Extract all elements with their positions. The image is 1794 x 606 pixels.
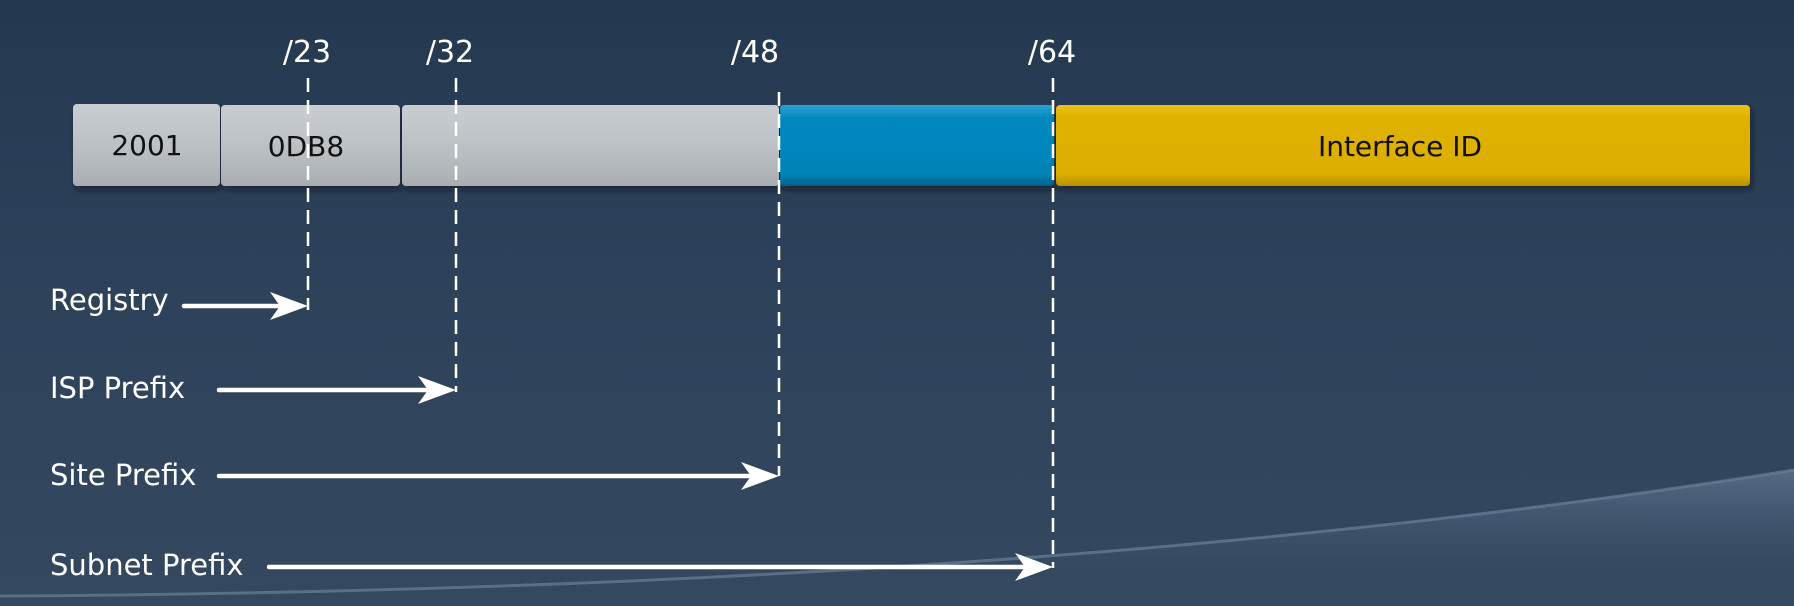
- segment-2001: [73, 104, 220, 186]
- segment-interface-id: [1056, 105, 1750, 186]
- segment-0db8-label: 0DB8: [268, 130, 344, 163]
- boundary-label-64: /64: [1028, 35, 1076, 70]
- boundary-label-32: /32: [426, 35, 474, 70]
- prefix-label-isp: ISP Prefix: [50, 371, 185, 405]
- isp-prefix-arrow: [216, 376, 456, 404]
- prefix-label-site: Site Prefix: [50, 458, 196, 492]
- prefix-label-registry: Registry: [50, 283, 169, 317]
- boundary-label-23: /23: [283, 35, 331, 70]
- site-prefix-arrow: [216, 462, 779, 490]
- prefix-label-subnet: Subnet Prefix: [50, 548, 244, 582]
- background-swoosh-edge: [0, 468, 1794, 598]
- segment-subnet-id: [780, 105, 1054, 186]
- segment-0db8: [221, 105, 400, 186]
- registry-arrow: [181, 292, 308, 320]
- segment-interface-id-label: Interface ID: [1318, 130, 1482, 163]
- subnet-prefix-arrow: [266, 553, 1053, 581]
- background-swoosh: [0, 470, 1794, 606]
- boundary-label-48: /48: [731, 35, 779, 70]
- address-segments: [73, 104, 1750, 186]
- segment-2001-label: 2001: [111, 129, 182, 162]
- segment-site-bits: [402, 105, 779, 186]
